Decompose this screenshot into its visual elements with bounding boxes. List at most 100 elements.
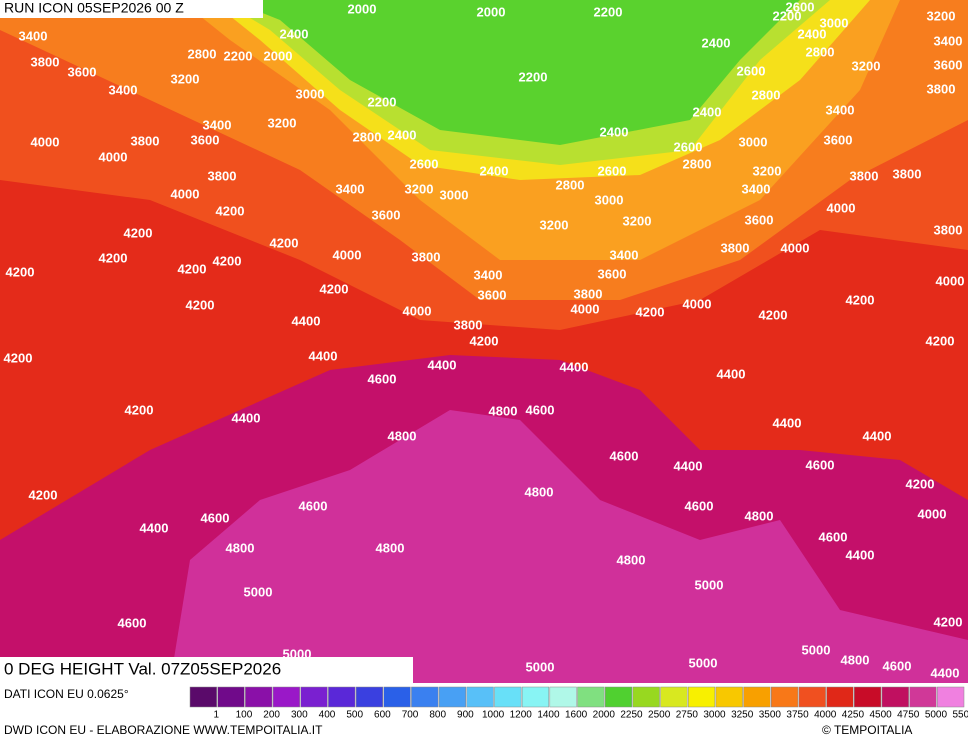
contour-label: 3800 (454, 317, 483, 332)
contour-label: 3200 (405, 181, 434, 196)
legend-swatch (521, 686, 550, 708)
legend-label: 200 (263, 710, 280, 721)
legend-swatch (328, 686, 356, 708)
contour-label: 4200 (29, 487, 58, 502)
contour-label: 3400 (19, 28, 48, 43)
contour-label: 4600 (685, 498, 714, 513)
contour-label: 5000 (526, 659, 555, 674)
contour-label: 2600 (598, 163, 627, 178)
legend-label: 2000 (593, 710, 616, 721)
legend-swatch (798, 686, 826, 708)
contour-label: 2800 (806, 44, 835, 59)
legend-label: 1000 (482, 710, 505, 721)
contour-label: 3200 (268, 115, 297, 130)
contour-label: 4200 (178, 261, 207, 276)
contour-label: 3400 (336, 181, 365, 196)
contour-label: 4000 (936, 273, 965, 288)
legend-label: 4000 (814, 710, 837, 721)
contour-label: 4800 (388, 428, 417, 443)
legend-swatch (300, 686, 328, 708)
legend-label: 3500 (759, 710, 782, 721)
contour-label: 3400 (610, 247, 639, 262)
legend-swatch (715, 686, 743, 708)
contour-label: 2400 (798, 26, 827, 41)
legend-label: 1 (214, 710, 220, 721)
contour-label: 3200 (540, 217, 569, 232)
legend-label: 5500 (952, 710, 968, 721)
contour-label: 4000 (171, 186, 200, 201)
contour-label: 3800 (31, 54, 60, 69)
header-box (0, 0, 263, 18)
contour-label: 5000 (695, 577, 724, 592)
contour-label: 3000 (595, 192, 624, 207)
contour-label: 2200 (519, 69, 548, 84)
contour-label: 3200 (852, 58, 881, 73)
legend-label: 3000 (703, 710, 726, 721)
contour-label: 4200 (213, 253, 242, 268)
contour-label: 4200 (4, 350, 33, 365)
contour-label: 4400 (717, 366, 746, 381)
contour-label: 4600 (819, 529, 848, 544)
contour-label: 2400 (280, 26, 309, 41)
contour-label: 2400 (480, 163, 509, 178)
contour-label: 4200 (6, 264, 35, 279)
contour-label: 4000 (31, 134, 60, 149)
legend-label: 5000 (925, 710, 948, 721)
contour-label: 4400 (674, 458, 703, 473)
contour-label: 3600 (68, 64, 97, 79)
contour-label: 4600 (610, 448, 639, 463)
contour-label: 4200 (216, 203, 245, 218)
legend-swatch (826, 686, 854, 708)
contour-label: 3600 (191, 132, 220, 147)
contour-label: 2000 (264, 48, 293, 63)
legend-swatch (549, 686, 577, 708)
legend-label: 4250 (842, 710, 865, 721)
contour-label: 4600 (883, 658, 912, 673)
contour-label: 4400 (773, 415, 802, 430)
contour-label: 4800 (745, 508, 774, 523)
legend-label: 2250 (620, 710, 643, 721)
legend-label: 3250 (731, 710, 754, 721)
contour-label: 2800 (683, 156, 712, 171)
contour-label: 4600 (806, 457, 835, 472)
contour-label: 4000 (571, 301, 600, 316)
contour-label: 4200 (759, 307, 788, 322)
legend-label: 2750 (676, 710, 699, 721)
contour-label: 4200 (125, 402, 154, 417)
legend-label: 400 (319, 710, 336, 721)
contour-label: 4200 (186, 297, 215, 312)
field-area (170, 410, 968, 683)
contour-label: 3600 (372, 207, 401, 222)
contour-label: 2200 (773, 8, 802, 23)
contour-label: 2200 (368, 94, 397, 109)
legend-swatch (466, 686, 494, 708)
legend-swatch (604, 686, 633, 708)
field-label: 0 DEG HEIGHT Val. 07Z05SEP2026 (4, 659, 281, 678)
contour-label: 4200 (99, 250, 128, 265)
contour-label: 4400 (309, 348, 338, 363)
contour-label: 4000 (403, 303, 432, 318)
contour-label: 3400 (742, 181, 771, 196)
contour-label: 4600 (118, 615, 147, 630)
legend-label: 600 (374, 710, 391, 721)
credit: DWD ICON EU - ELABORAZIONE WWW.TEMPOITAL… (4, 723, 323, 737)
contour-label: 4600 (299, 498, 328, 513)
legend-swatch (660, 686, 688, 708)
legend-label: 1600 (565, 710, 588, 721)
legend-swatch (743, 686, 771, 708)
contour-label: 3400 (934, 33, 963, 48)
contour-label: 3800 (412, 249, 441, 264)
contour-label: 4600 (526, 402, 555, 417)
legend-swatch (494, 686, 522, 708)
legend-swatch (438, 686, 467, 708)
legend-label: 3750 (786, 710, 809, 721)
contour-label: 4000 (99, 149, 128, 164)
contour-label: 4200 (906, 476, 935, 491)
contour-label: 4800 (617, 552, 646, 567)
contour-label: 4200 (320, 281, 349, 296)
contour-label: 4000 (918, 506, 947, 521)
contour-label: 2800 (353, 129, 382, 144)
contour-label: 3800 (721, 240, 750, 255)
contour-label: 5000 (689, 655, 718, 670)
